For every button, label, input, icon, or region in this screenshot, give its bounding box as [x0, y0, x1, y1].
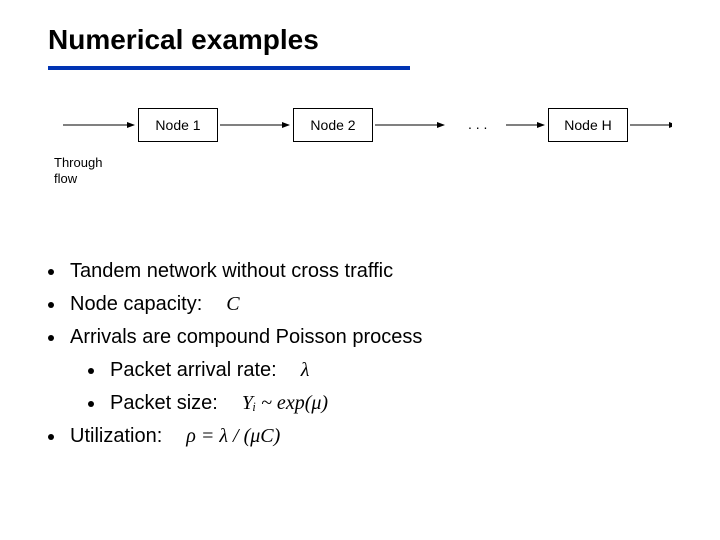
node-ellipsis: . . . — [468, 116, 487, 132]
tandem-network-diagram: Node 1 Node 2 Node H . . . Through flow — [48, 100, 672, 220]
node-box-1: Node 1 — [138, 108, 218, 142]
slide-title: Numerical examples — [48, 24, 672, 56]
bullet-1-text: Tandem network without cross traffic — [70, 260, 393, 283]
bullet-1: Tandem network without cross traffic — [48, 260, 672, 283]
bullet-3: Arrivals are compound Poisson process — [48, 326, 672, 349]
bullet-4: Utilization: ρ = λ / (μC) — [48, 425, 672, 448]
bullet-dot — [48, 434, 54, 440]
bullet-2-text: Node capacity: — [70, 293, 202, 316]
bullet-2-math: C — [226, 293, 239, 316]
bullet-3a-math: λ — [301, 359, 310, 382]
bullet-4-text: Utilization: — [70, 425, 162, 448]
bullet-2: Node capacity: C — [48, 293, 672, 316]
node-box-3: Node H — [548, 108, 628, 142]
through-flow-label: Through flow — [54, 155, 102, 186]
node-box-2: Node 2 — [293, 108, 373, 142]
bullet-dot — [48, 335, 54, 341]
bullet-3-text: Arrivals are compound Poisson process — [70, 326, 422, 349]
bullet-3a: Packet arrival rate: λ — [88, 359, 672, 382]
bullet-4-math: ρ = λ / (μC) — [186, 425, 280, 448]
bullet-3b-math: Yᵢ ~ exp(μ) — [242, 392, 328, 415]
bullet-list: Tandem network without cross traffic Nod… — [48, 260, 672, 448]
title-underline — [48, 66, 410, 70]
bullet-3b: Packet size: Yᵢ ~ exp(μ) — [88, 392, 672, 415]
flow-label-line1: Through — [54, 155, 102, 171]
bullet-dot — [48, 302, 54, 308]
bullet-dot — [48, 269, 54, 275]
bullet-3b-text: Packet size: — [110, 392, 218, 415]
bullet-dot — [88, 368, 94, 374]
bullet-3a-text: Packet arrival rate: — [110, 359, 277, 382]
flow-label-line2: flow — [54, 171, 102, 187]
bullet-dot — [88, 401, 94, 407]
